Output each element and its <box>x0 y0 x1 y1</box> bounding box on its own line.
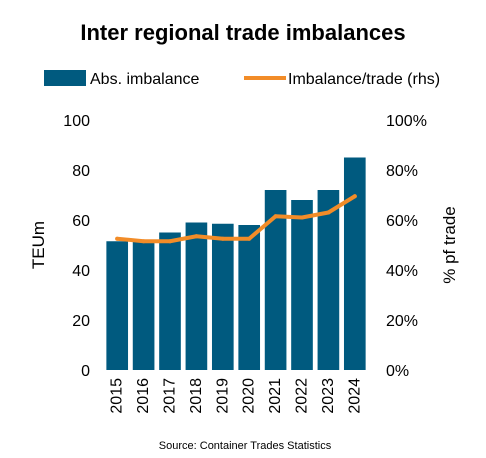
x-axis-ticks: 2015 2016 2017 2018 2019 2020 2021 2022 2023 2024 <box>109 378 364 414</box>
bar-2016 <box>132 241 155 370</box>
line-point-2016 <box>141 239 146 244</box>
bar-2021 <box>264 190 287 370</box>
line-point-2023 <box>326 210 331 215</box>
x-tick-label: 2018 <box>188 378 205 414</box>
line-imbalance-share <box>115 194 357 244</box>
y2-axis-title: % pf trade <box>440 206 459 284</box>
x-tick-label: 2019 <box>214 378 231 414</box>
y2-tick-label: 0% <box>386 363 409 380</box>
y-tick-label: 40 <box>72 263 90 280</box>
x-tick-label: 2023 <box>320 378 337 414</box>
x-tick-label: 2024 <box>346 378 363 414</box>
line-point-2018 <box>194 234 199 239</box>
line-point-2020 <box>247 236 252 241</box>
bar-2019 <box>211 223 234 370</box>
y-tick-label: 0 <box>81 363 90 380</box>
y2-tick-label: 60% <box>386 213 418 230</box>
y2-tick-label: 80% <box>386 163 418 180</box>
x-tick-label: 2021 <box>267 378 284 414</box>
line-point-2024 <box>352 194 357 199</box>
x-tick-label: 2020 <box>241 378 258 414</box>
bar-2017 <box>159 232 181 370</box>
y2-axis-ticks: 0% 20% 40% 60% 80% 100% <box>386 113 427 380</box>
y-tick-label: 100 <box>63 113 90 130</box>
line-point-2022 <box>300 215 304 220</box>
x-tick-label: 2016 <box>135 378 152 414</box>
y-axis-ticks: 0 20 40 60 80 100 <box>63 113 90 380</box>
x-tick-label: 2017 <box>162 378 179 414</box>
y-tick-label: 60 <box>72 213 90 230</box>
bar-2020 <box>238 225 261 370</box>
y-tick-label: 20 <box>72 313 90 330</box>
y2-tick-label: 40% <box>386 263 418 280</box>
chart-title: Inter regional trade imbalances <box>80 20 405 45</box>
source-note: Source: Container Trades Statistics <box>159 440 332 452</box>
bar-2015 <box>106 241 129 370</box>
line-series <box>115 194 357 244</box>
bar-2022 <box>291 200 313 370</box>
bar-2018 <box>185 222 208 370</box>
y2-tick-label: 20% <box>386 313 418 330</box>
bar-2023 <box>317 190 340 370</box>
x-tick-label: 2022 <box>294 378 311 414</box>
y-axis-title: TEUm <box>29 221 48 269</box>
x-tick-label: 2015 <box>109 378 126 414</box>
y2-tick-label: 100% <box>386 113 427 130</box>
line-point-2019 <box>220 236 225 241</box>
line-point-2021 <box>273 214 278 219</box>
legend: Abs. imbalance Imbalance/trade (rhs) <box>44 70 440 88</box>
bar-2024 <box>343 157 366 370</box>
line-point-2017 <box>168 239 172 244</box>
legend-label-line: Imbalance/trade (rhs) <box>288 71 440 88</box>
bar-series <box>106 157 366 370</box>
line-point-2015 <box>115 236 120 241</box>
legend-label-bars: Abs. imbalance <box>90 71 199 88</box>
legend-swatch-bars <box>44 70 86 86</box>
y-tick-label: 80 <box>72 163 90 180</box>
